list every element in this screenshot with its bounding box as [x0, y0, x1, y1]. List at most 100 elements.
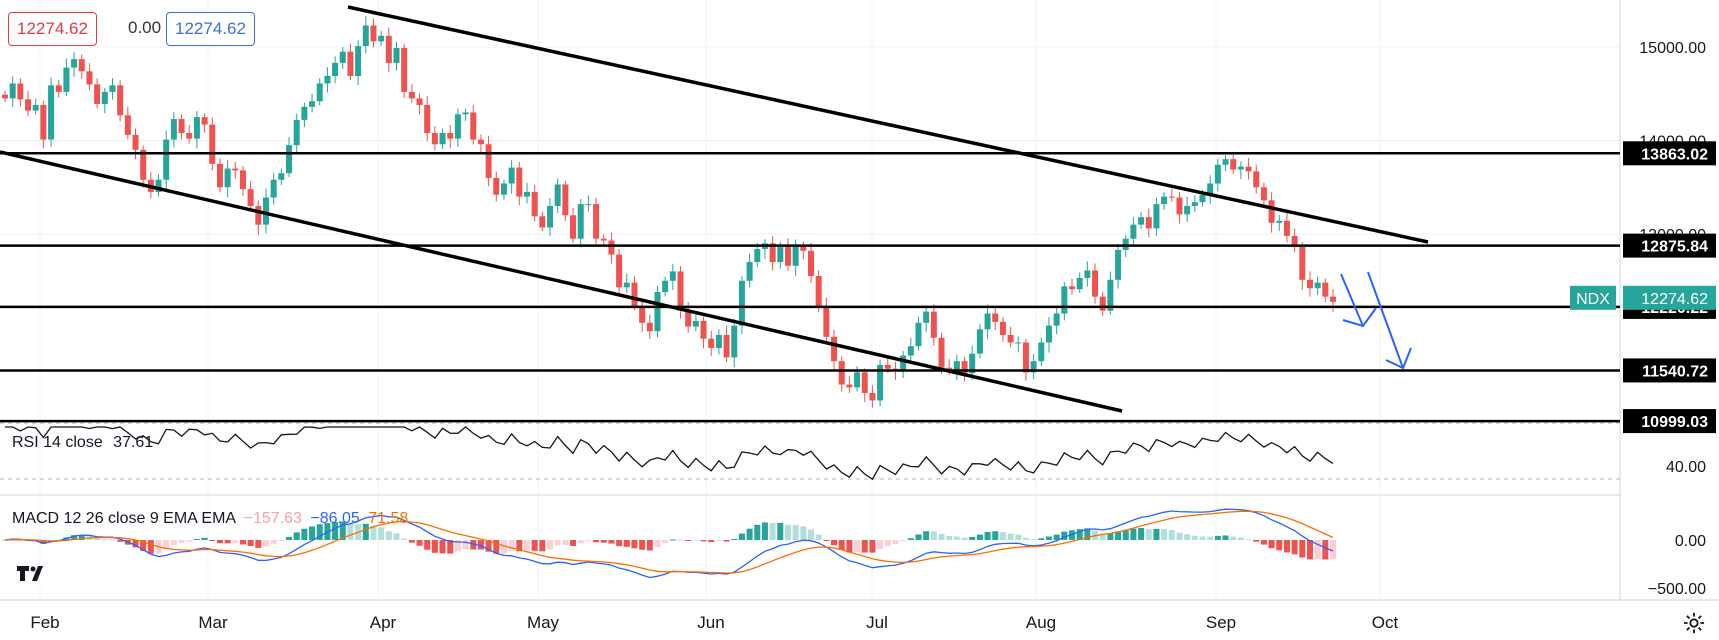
candle: [1069, 286, 1076, 290]
candle: [1107, 279, 1114, 311]
candle: [1199, 194, 1206, 203]
candle: [493, 177, 500, 195]
macd-bar: [339, 521, 346, 540]
macd-legend[interactable]: MACD 12 26 close 9 EMA EMA −157.63 −86.0…: [8, 510, 408, 528]
macd-bar: [961, 537, 968, 540]
candle: [324, 75, 331, 84]
candle: [708, 338, 715, 349]
candle: [293, 119, 300, 146]
macd-bar: [1076, 529, 1083, 540]
candle: [309, 101, 316, 107]
candle: [155, 179, 162, 192]
macd-bar: [838, 540, 845, 550]
tradingview-logo[interactable]: [8, 558, 52, 588]
macd-bar: [101, 539, 108, 541]
candle: [32, 104, 39, 111]
candle: [209, 124, 216, 164]
candle: [1053, 313, 1060, 326]
candle: [715, 334, 722, 349]
macd-bar: [1007, 533, 1014, 540]
candle: [1299, 247, 1306, 280]
macd-bar: [677, 539, 684, 541]
candle: [992, 313, 999, 322]
candle: [1145, 217, 1152, 229]
macd-bar: [508, 540, 515, 552]
candle: [316, 83, 323, 102]
rsi-legend[interactable]: RSI 14 close 37.61: [8, 434, 153, 452]
macd-axis-label: 0.00: [1675, 533, 1706, 550]
macd-bar: [1245, 539, 1252, 541]
drawings[interactable]: [0, 5, 1620, 423]
candle: [900, 355, 907, 371]
candle: [869, 392, 876, 401]
level-label: 11540.72: [1642, 363, 1708, 380]
candle: [378, 35, 385, 42]
macd-bar: [1314, 540, 1321, 560]
macd-bar: [393, 533, 400, 540]
candle: [646, 322, 653, 332]
macd-bar: [1291, 540, 1298, 555]
candle: [117, 85, 124, 116]
macd-bar: [1199, 536, 1206, 540]
macd-bar: [907, 538, 914, 540]
month-label: May: [527, 613, 560, 632]
macd-bar: [209, 540, 216, 541]
projection-arrow: [1340, 273, 1364, 327]
macd-signal-value: 71.58: [368, 510, 409, 527]
candle: [539, 216, 546, 228]
candle: [1184, 205, 1191, 215]
candle: [132, 134, 139, 150]
macd-bar: [900, 540, 907, 542]
macd-bar: [439, 540, 446, 554]
candle: [78, 59, 85, 72]
macd-bar: [938, 534, 945, 540]
macd-bar: [1022, 537, 1029, 540]
macd-bar: [946, 535, 953, 540]
month-label: Apr: [370, 613, 397, 632]
candle: [884, 364, 891, 369]
candle: [554, 184, 561, 206]
candle: [999, 321, 1006, 335]
candle: [769, 243, 776, 263]
macd-bar: [662, 540, 669, 544]
candle: [1306, 279, 1313, 289]
macd-bar: [570, 540, 577, 546]
macd-bar: [984, 531, 991, 540]
candle: [286, 145, 293, 174]
candle: [1161, 196, 1168, 205]
macd-bar: [201, 537, 208, 540]
candle: [562, 184, 569, 216]
candle: [608, 240, 615, 255]
current-price-bg: [1623, 285, 1716, 310]
macd-bar: [247, 540, 254, 546]
macd-bar: [239, 540, 246, 545]
projection-arrow: [1367, 271, 1404, 369]
candle: [408, 91, 415, 99]
macd-bar: [71, 535, 78, 540]
candle: [685, 310, 692, 327]
candle: [393, 47, 400, 63]
month-label: Mar: [198, 613, 228, 632]
rsi-value: 37.61: [113, 434, 154, 451]
macd-bar: [270, 540, 277, 544]
gear-icon[interactable]: [1683, 612, 1705, 634]
candle: [201, 117, 208, 125]
level-label-bg: [1623, 409, 1716, 434]
macd-bar: [262, 540, 269, 547]
macd-bar: [293, 532, 300, 540]
macd-bar: [761, 522, 768, 540]
candle: [961, 361, 968, 374]
candle: [347, 51, 354, 76]
macd-bar: [708, 540, 715, 543]
macd-bar: [178, 540, 185, 543]
candle: [94, 84, 101, 105]
macd-bar: [1084, 528, 1091, 540]
macd-panel: [2, 508, 1336, 579]
macd-bar: [286, 536, 293, 540]
month-label: Sep: [1206, 613, 1236, 632]
macd-bar: [1253, 540, 1260, 542]
candle: [332, 62, 339, 76]
candle: [808, 250, 815, 277]
candle: [477, 139, 484, 145]
candle: [831, 336, 838, 362]
